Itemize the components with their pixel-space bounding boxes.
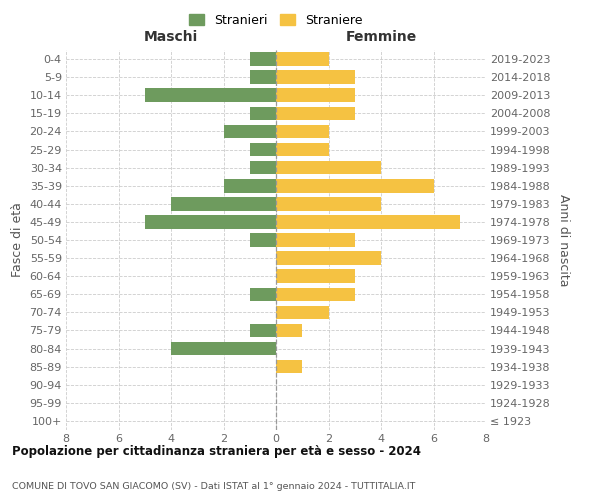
Text: Maschi: Maschi (144, 30, 198, 44)
Bar (276, 124, 329, 138)
Bar (276, 324, 302, 338)
Bar (145, 88, 276, 102)
Bar (276, 70, 355, 84)
Bar (276, 142, 329, 156)
Bar (276, 233, 355, 247)
Bar (276, 215, 460, 228)
Bar (223, 179, 276, 192)
Bar (276, 252, 381, 265)
Text: COMUNE DI TOVO SAN GIACOMO (SV) - Dati ISTAT al 1° gennaio 2024 - TUTTITALIA.IT: COMUNE DI TOVO SAN GIACOMO (SV) - Dati I… (12, 482, 415, 491)
Bar (276, 288, 355, 301)
Bar (276, 306, 329, 319)
Y-axis label: Fasce di età: Fasce di età (11, 202, 24, 278)
Bar (250, 324, 276, 338)
Bar (250, 288, 276, 301)
Text: Femmine: Femmine (346, 30, 416, 44)
Y-axis label: Anni di nascita: Anni di nascita (557, 194, 571, 286)
Bar (276, 197, 381, 210)
Bar (250, 233, 276, 247)
Bar (250, 52, 276, 66)
Bar (171, 197, 276, 210)
Bar (276, 52, 329, 66)
Bar (276, 161, 381, 174)
Bar (250, 106, 276, 120)
Bar (276, 360, 302, 374)
Legend: Stranieri, Straniere: Stranieri, Straniere (184, 8, 368, 32)
Bar (276, 106, 355, 120)
Bar (250, 142, 276, 156)
Bar (276, 270, 355, 283)
Bar (250, 70, 276, 84)
Bar (223, 124, 276, 138)
Bar (171, 342, 276, 355)
Bar (250, 161, 276, 174)
Bar (276, 179, 433, 192)
Bar (145, 215, 276, 228)
Bar (276, 88, 355, 102)
Text: Popolazione per cittadinanza straniera per età e sesso - 2024: Popolazione per cittadinanza straniera p… (12, 444, 421, 458)
